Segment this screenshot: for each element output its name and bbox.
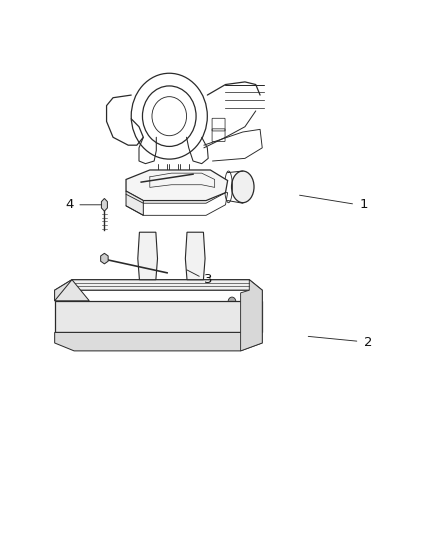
Text: 3: 3 xyxy=(204,273,212,286)
Polygon shape xyxy=(185,232,205,280)
Polygon shape xyxy=(138,232,158,280)
Polygon shape xyxy=(55,280,89,301)
Polygon shape xyxy=(55,333,262,351)
Ellipse shape xyxy=(232,171,254,203)
Polygon shape xyxy=(240,280,262,351)
Polygon shape xyxy=(101,253,108,264)
Polygon shape xyxy=(55,280,262,301)
Polygon shape xyxy=(55,301,262,333)
Circle shape xyxy=(228,297,236,306)
Polygon shape xyxy=(102,198,107,211)
Text: 1: 1 xyxy=(360,198,368,211)
Text: 2: 2 xyxy=(364,336,372,350)
Circle shape xyxy=(137,179,143,187)
Polygon shape xyxy=(55,280,72,301)
Polygon shape xyxy=(126,191,143,215)
Polygon shape xyxy=(126,170,228,200)
Text: 4: 4 xyxy=(66,198,74,211)
